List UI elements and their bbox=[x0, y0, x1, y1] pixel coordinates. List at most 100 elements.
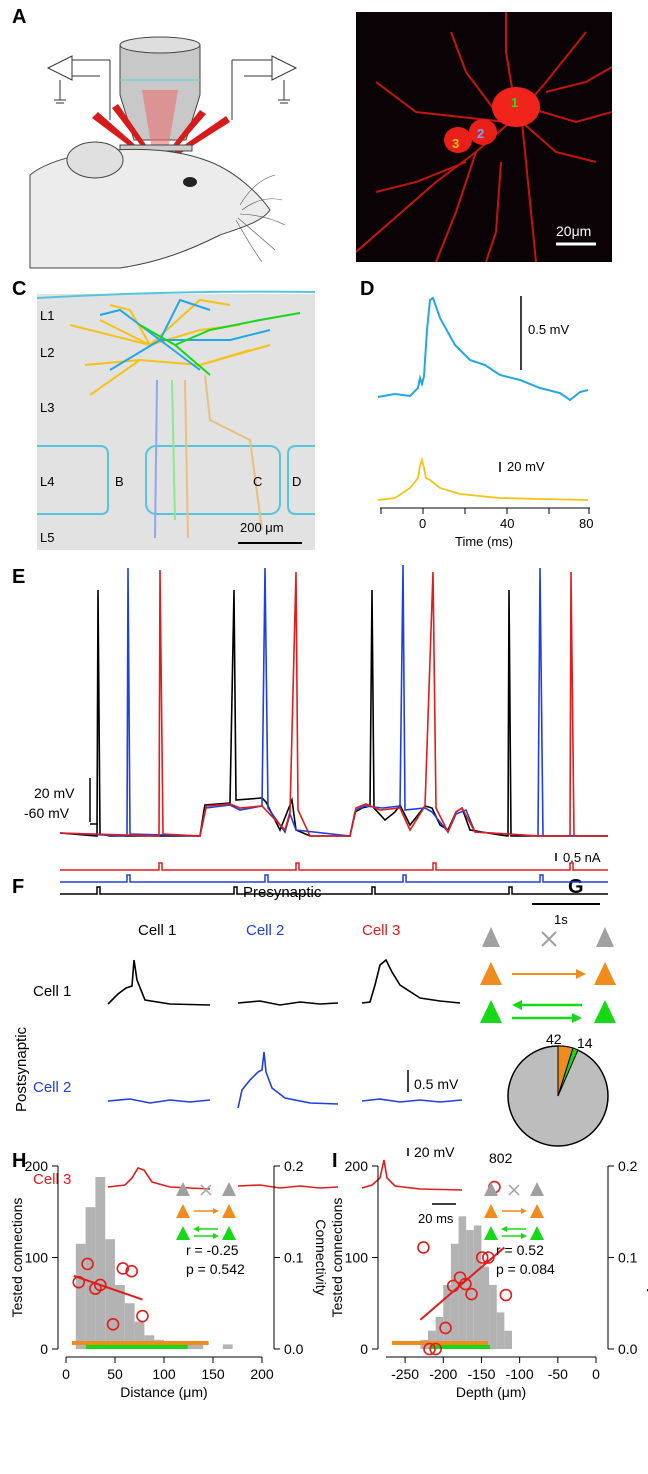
orange-triangle-icon bbox=[484, 1204, 498, 1218]
gray-triangle-icon bbox=[530, 1182, 544, 1196]
x-tick-label: 150 bbox=[201, 1366, 225, 1382]
connectivity-point bbox=[439, 1321, 452, 1335]
histogram-bar bbox=[75, 1243, 86, 1349]
y-tick-label: 100 bbox=[345, 1250, 369, 1266]
scale-time: 1s bbox=[554, 912, 568, 927]
histogram-bar bbox=[466, 1230, 474, 1349]
barrel-c: C bbox=[253, 474, 262, 489]
layer-l2: L2 bbox=[40, 345, 54, 360]
histogram-bar bbox=[144, 1335, 155, 1349]
connectivity-point bbox=[482, 1251, 495, 1264]
histogram-bar bbox=[435, 1316, 444, 1349]
histogram-bar bbox=[95, 1176, 106, 1349]
connectivity-point bbox=[106, 1317, 120, 1331]
x-icon bbox=[200, 1184, 212, 1196]
arrow-head-icon bbox=[213, 1233, 219, 1239]
connectivity-point bbox=[459, 1277, 472, 1291]
cell-label-1: 1 bbox=[511, 95, 518, 110]
histogram-bar bbox=[154, 1339, 164, 1349]
connectivity-point bbox=[453, 1271, 467, 1284]
connectivity-point bbox=[488, 1180, 501, 1194]
panel-d-traces bbox=[377, 296, 590, 514]
panel-a-illustration bbox=[29, 36, 298, 269]
pie-label-green: 14 bbox=[577, 1035, 593, 1051]
connectivity-point bbox=[81, 1257, 94, 1271]
pie-label-orange: 42 bbox=[546, 1031, 562, 1047]
y-axis-label: Tested connections bbox=[329, 1198, 345, 1318]
panel-c-morphology bbox=[36, 290, 316, 550]
y-tick-label: 200 bbox=[345, 1158, 369, 1174]
connectivity-point bbox=[125, 1264, 138, 1278]
panel-e-traces bbox=[59, 564, 608, 905]
x-tick-label: 200 bbox=[250, 1366, 274, 1382]
col-cell-3: Cell 3 bbox=[362, 922, 400, 939]
histogram-bar bbox=[489, 1284, 497, 1349]
cell-label-2: 2 bbox=[477, 126, 484, 141]
y2-axis-label: Connectivity bbox=[313, 1219, 329, 1295]
x-tick-label: 0 bbox=[62, 1366, 70, 1382]
arrow-head-icon bbox=[501, 1226, 507, 1232]
histogram-bar bbox=[473, 1225, 482, 1349]
connectivity-point bbox=[423, 1342, 436, 1356]
x-tick-label: 50 bbox=[107, 1366, 123, 1382]
scale-label: 20μm bbox=[556, 223, 591, 239]
row-cell-2: Cell 2 bbox=[33, 1079, 71, 1096]
panel-label-c: C bbox=[12, 278, 27, 300]
panel-f-traces bbox=[107, 958, 463, 1205]
green-triangle-icon bbox=[176, 1226, 190, 1240]
row-cell-3: Cell 3 bbox=[33, 1171, 71, 1188]
x-tick-label: -250 bbox=[391, 1366, 419, 1382]
y-tick-label: 0 bbox=[360, 1341, 368, 1357]
histogram-bar bbox=[134, 1321, 145, 1349]
scale-voltage: 20 mV bbox=[34, 785, 75, 801]
x-axis-label: Time (ms) bbox=[455, 534, 513, 549]
unidirectional-strip bbox=[72, 1341, 209, 1345]
green-triangle-icon bbox=[530, 1226, 544, 1240]
connectivity-point bbox=[417, 1241, 430, 1254]
histogram-bar bbox=[124, 1303, 135, 1349]
histogram-bar bbox=[164, 1344, 204, 1349]
x-tick-label: -200 bbox=[429, 1366, 457, 1382]
histogram-bar bbox=[504, 1330, 512, 1349]
reciprocal-strip bbox=[430, 1345, 490, 1349]
gray-triangle-icon bbox=[176, 1182, 190, 1196]
col-cell-2: Cell 2 bbox=[246, 922, 284, 939]
tick-80: 80 bbox=[579, 516, 593, 531]
arrow-head-icon bbox=[521, 1208, 527, 1214]
fit-line bbox=[73, 1274, 143, 1301]
green-triangle-icon bbox=[484, 1226, 498, 1240]
connectivity-point bbox=[136, 1309, 149, 1323]
barrel-b: B bbox=[115, 474, 124, 489]
legend-inset bbox=[484, 1182, 544, 1240]
connectivity-point bbox=[72, 1275, 86, 1289]
x-axis-label: Depth (μm) bbox=[456, 1384, 526, 1400]
fit-line bbox=[419, 1246, 506, 1321]
col-cell-1: Cell 1 bbox=[138, 922, 176, 939]
histogram-bar bbox=[222, 1344, 233, 1349]
panel-label-h: H bbox=[12, 1150, 27, 1172]
panel-label-a: A bbox=[12, 6, 27, 28]
x-icon bbox=[200, 1184, 212, 1196]
x-tick-label: 0 bbox=[592, 1366, 600, 1382]
histogram-bar bbox=[105, 1239, 115, 1349]
layer-l5: L5 bbox=[40, 530, 54, 545]
postsynaptic-label: Postsynaptic bbox=[13, 1026, 30, 1112]
orange-triangle-icon bbox=[222, 1204, 236, 1218]
x-icon bbox=[508, 1184, 520, 1196]
chart-i bbox=[372, 1165, 614, 1363]
histogram-bar bbox=[428, 1330, 436, 1349]
histogram-bar bbox=[481, 1266, 490, 1349]
green-triangle-icon bbox=[222, 1226, 236, 1240]
x-axis-label: Distance (μm) bbox=[120, 1384, 207, 1400]
p-annotation: p = 0.084 bbox=[496, 1261, 555, 1277]
scale-label: 200 μm bbox=[240, 520, 284, 535]
y2-tick-label: 0.2 bbox=[618, 1158, 638, 1174]
histogram-bar bbox=[420, 1339, 428, 1349]
scale-spike: 20 mV bbox=[414, 1144, 455, 1160]
y2-tick-label: 0.0 bbox=[284, 1341, 304, 1357]
panel-label-f: F bbox=[12, 876, 25, 898]
p-annotation: p = 0.542 bbox=[186, 1261, 245, 1277]
y2-tick-label: 0.1 bbox=[284, 1250, 304, 1266]
arrow-head-icon bbox=[193, 1226, 199, 1232]
panel-b-image: 1 2 3 20μm bbox=[356, 12, 612, 262]
